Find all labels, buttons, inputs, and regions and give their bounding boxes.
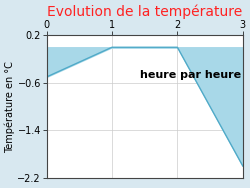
Title: Evolution de la température: Evolution de la température <box>47 4 242 19</box>
Y-axis label: Température en °C: Température en °C <box>4 61 15 152</box>
Text: heure par heure: heure par heure <box>140 70 241 80</box>
